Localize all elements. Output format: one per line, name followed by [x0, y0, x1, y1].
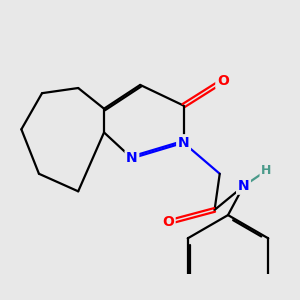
Text: O: O	[162, 215, 174, 229]
Text: N: N	[178, 136, 189, 150]
Text: O: O	[217, 74, 229, 88]
Text: N: N	[238, 179, 249, 193]
Text: N: N	[126, 151, 138, 165]
Text: H: H	[261, 164, 272, 177]
